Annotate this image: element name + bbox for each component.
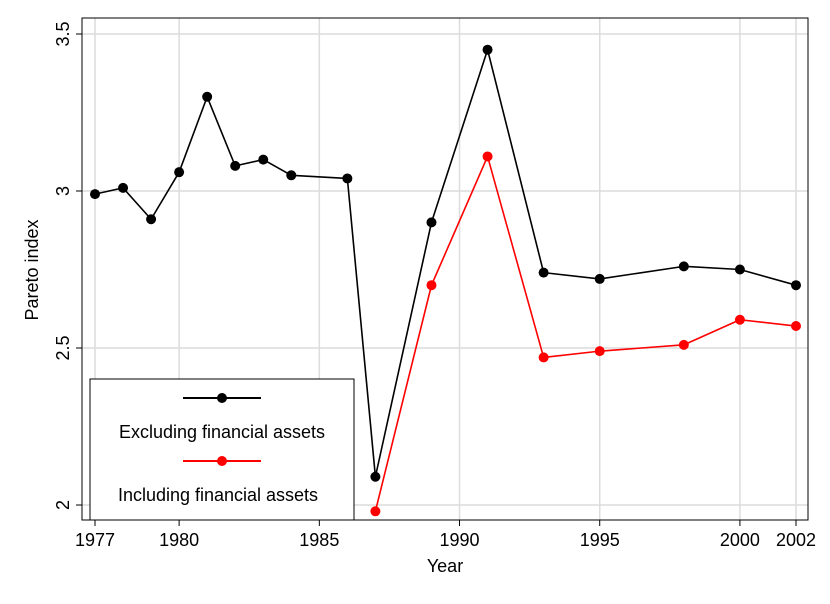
- x-tick-label: 1985: [299, 530, 339, 550]
- y-tick-label: 3: [53, 186, 73, 196]
- data-point-including: [678, 339, 689, 350]
- data-point-excluding: [146, 214, 157, 225]
- x-tick-label: 1990: [439, 530, 479, 550]
- data-point-including: [370, 506, 381, 517]
- data-point-excluding: [370, 471, 381, 482]
- data-point-excluding: [90, 189, 100, 200]
- x-axis-title: Year: [427, 556, 463, 576]
- x-tick-label: 1977: [75, 530, 115, 550]
- data-point-excluding: [426, 217, 437, 228]
- axes: 1977 1980 1985 1990 1995 2000 2002 2 2.5 3 3.5: [53, 17, 816, 550]
- data-point-excluding: [118, 182, 129, 193]
- x-tick-label: 2000: [720, 530, 760, 550]
- y-tick-label: 2.5: [53, 335, 73, 360]
- data-point-including: [482, 151, 493, 162]
- x-tick-label: 1980: [159, 530, 199, 550]
- data-point-excluding: [482, 44, 493, 55]
- legend-label-including: Including financial assets: [118, 485, 318, 505]
- data-point-excluding: [230, 160, 241, 171]
- y-tick-label: 3.5: [53, 21, 73, 46]
- data-point-including: [594, 346, 605, 357]
- data-point-excluding: [202, 91, 213, 102]
- legend-marker-excluding: [217, 393, 227, 403]
- data-point-including: [426, 280, 437, 291]
- series-group: [90, 44, 801, 517]
- data-point-excluding: [258, 154, 269, 165]
- legend-marker-including: [217, 456, 227, 466]
- x-tick-label: 1995: [580, 530, 620, 550]
- data-point-excluding: [734, 264, 745, 275]
- data-point-including: [538, 352, 549, 363]
- data-point-excluding: [286, 170, 297, 181]
- y-tick-label: 2: [53, 500, 73, 510]
- data-point-including: [791, 321, 801, 332]
- legend-label-excluding: Excluding financial assets: [119, 422, 325, 442]
- data-point-including: [734, 314, 745, 325]
- data-point-excluding: [594, 273, 605, 284]
- data-point-excluding: [174, 167, 185, 178]
- y-axis-title: Pareto index: [22, 219, 42, 320]
- data-point-excluding: [538, 267, 549, 278]
- x-tick-label: 2002: [776, 530, 816, 550]
- plot-frame: [81, 17, 809, 521]
- data-point-excluding: [342, 173, 353, 184]
- data-point-excluding: [791, 280, 801, 291]
- series-line-including: [374, 155, 797, 512]
- data-point-excluding: [678, 261, 689, 272]
- legend: Excluding financial assets Including fin…: [89, 378, 355, 521]
